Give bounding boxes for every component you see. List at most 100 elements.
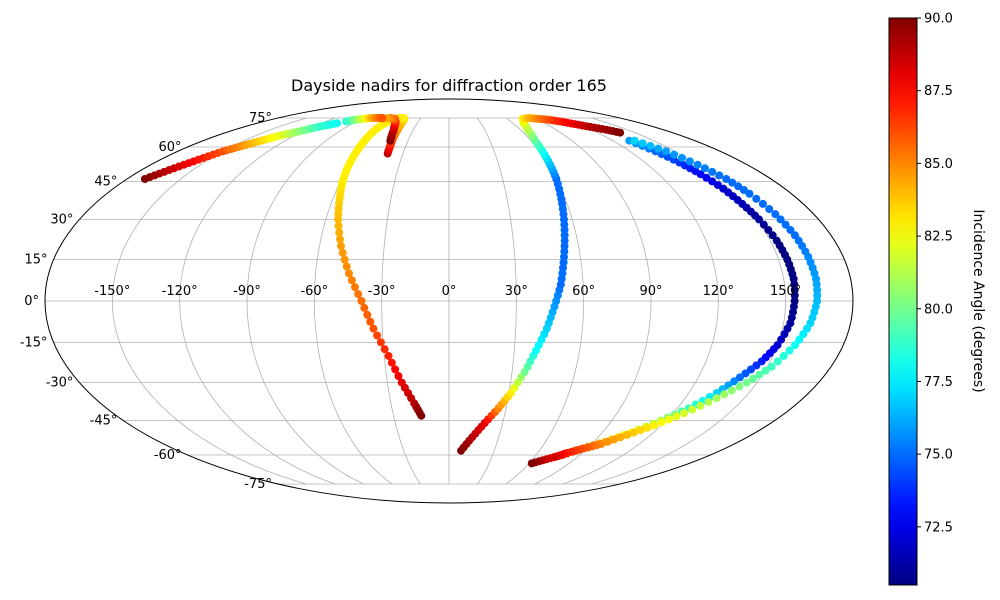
data-point	[337, 242, 346, 251]
lon-tick-label: -120°	[162, 284, 198, 299]
data-point	[765, 205, 774, 213]
data-point	[720, 390, 729, 399]
data-point	[603, 437, 612, 446]
lat-tick-label: -75°	[244, 477, 272, 492]
data-point	[776, 215, 785, 224]
data-point	[347, 276, 356, 285]
lon-tick-label: 60°	[572, 284, 595, 299]
data-point	[357, 297, 366, 305]
lat-tick-label: 15°	[25, 253, 48, 268]
data-point	[373, 331, 382, 340]
data-point	[785, 346, 794, 355]
lon-tick-label: -30°	[368, 284, 396, 299]
data-point	[643, 423, 652, 432]
data-point	[354, 290, 363, 299]
data-point	[550, 453, 559, 462]
data-point	[742, 378, 751, 387]
data-point	[384, 351, 393, 360]
data-point	[791, 341, 800, 350]
data-point	[735, 373, 744, 382]
data-point	[781, 220, 790, 229]
data-point	[700, 164, 709, 173]
data-point	[734, 182, 743, 191]
lat-tick-label: 45°	[94, 174, 117, 189]
colorbar-tick-label: 90.0	[924, 12, 953, 27]
data-point	[755, 370, 764, 379]
colorbar-tick-label: 80.0	[924, 302, 953, 317]
data-point	[722, 174, 731, 183]
map-frame	[44, 98, 854, 504]
data-point	[764, 225, 773, 234]
data-point	[344, 269, 353, 278]
data-point	[715, 171, 724, 180]
data-point	[728, 178, 737, 187]
data-point	[786, 225, 795, 234]
data-point	[380, 345, 389, 354]
data-point	[708, 167, 717, 176]
lat-tick-label: 30°	[50, 212, 73, 227]
colorbar-tick-label: 75.0	[924, 448, 953, 463]
data-point	[527, 459, 536, 468]
data-point	[636, 426, 645, 435]
data-point	[773, 357, 782, 366]
data-point	[363, 310, 372, 319]
data-point	[685, 157, 694, 166]
data-point	[654, 144, 663, 153]
colorbar-tick-label: 87.5	[924, 84, 953, 99]
colorbar	[888, 17, 918, 586]
chart-title: Dayside nadirs for diffraction order 165	[291, 76, 607, 95]
data-point	[646, 141, 655, 150]
data-point	[696, 401, 705, 410]
data-point	[650, 421, 659, 430]
data-point	[755, 215, 764, 224]
lat-tick-label: -15°	[20, 335, 48, 350]
data-point	[378, 113, 387, 122]
scatter-points	[140, 113, 822, 468]
data-point	[387, 358, 396, 367]
lon-tick-label: 0°	[442, 284, 457, 299]
data-point	[741, 369, 750, 378]
data-point	[336, 235, 344, 244]
data-point	[394, 372, 403, 381]
data-point	[696, 170, 705, 179]
data-point	[693, 160, 702, 169]
data-point	[638, 139, 647, 148]
lon-tick-label: -60°	[300, 284, 328, 299]
data-point	[749, 374, 758, 383]
colorbar-label: Incidence Angle (degrees)	[970, 209, 986, 392]
latitude-tick-labels: 75° 60° 45° 30° 15° 0° -15° -30° -45° -60° -75°	[20, 111, 272, 492]
data-point	[391, 365, 400, 374]
data-point	[771, 210, 780, 219]
data-point	[334, 215, 343, 224]
data-point	[761, 366, 770, 375]
data-point	[730, 377, 739, 386]
data-point	[376, 338, 385, 347]
data-point	[662, 147, 671, 156]
data-point	[745, 189, 754, 198]
lon-tick-label: 150°	[770, 284, 801, 299]
data-point	[610, 435, 619, 444]
data-point	[779, 351, 788, 360]
lat-tick-label: 60°	[159, 140, 182, 155]
data-point	[688, 405, 697, 414]
data-point	[767, 362, 776, 371]
data-point	[752, 194, 761, 203]
data-point	[369, 324, 378, 333]
data-point	[340, 255, 349, 264]
lon-tick-label: 90°	[639, 284, 662, 299]
data-point	[623, 430, 632, 439]
data-point	[735, 382, 744, 391]
lat-tick-label: 75°	[249, 111, 272, 126]
lat-tick-label: 0°	[24, 294, 39, 309]
data-point	[680, 409, 689, 418]
data-point	[333, 119, 342, 128]
data-point	[630, 136, 639, 145]
colorbar-ticks: 72.5 75.0 77.5 80.0 82.5 85.0 87.5 90.0	[917, 12, 953, 535]
data-point	[672, 412, 681, 421]
data-point	[799, 330, 808, 339]
data-point	[657, 418, 666, 427]
data-point	[704, 397, 713, 406]
data-point	[366, 317, 375, 326]
data-point	[712, 394, 721, 403]
